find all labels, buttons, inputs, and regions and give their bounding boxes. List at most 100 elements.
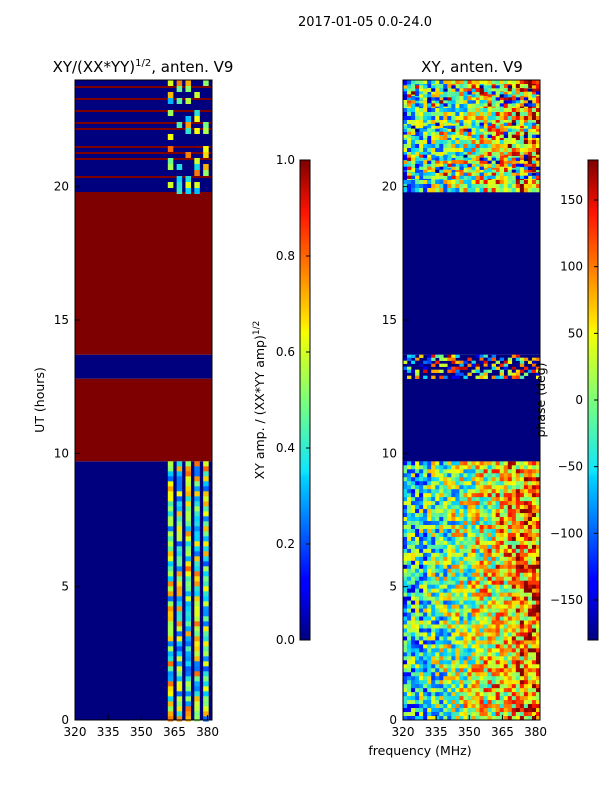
heatmap-cell <box>419 540 424 546</box>
heatmap-cell <box>535 572 541 578</box>
heatmap-cell <box>467 108 472 113</box>
heatmap-cell <box>427 481 432 486</box>
heatmap-cell <box>431 116 436 121</box>
heatmap-cell <box>411 160 416 164</box>
heatmap-cell <box>203 122 209 128</box>
heatmap-cell <box>495 497 501 502</box>
heatmap-cell <box>176 501 183 507</box>
heatmap-cell <box>439 521 444 526</box>
heatmap-cell <box>499 96 505 101</box>
heatmap-cell <box>431 80 436 85</box>
heatmap-cell <box>483 560 488 566</box>
heatmap-cell <box>467 501 472 506</box>
heatmap-cell <box>451 592 456 597</box>
heatmap-cell <box>415 465 420 470</box>
heatmap-cell <box>185 621 192 627</box>
heatmap-cell <box>531 672 537 677</box>
colorbar-tick-label: −150 <box>550 593 583 607</box>
heatmap-cell <box>491 596 496 601</box>
heatmap-cell <box>471 100 476 104</box>
heatmap-cell <box>479 172 484 176</box>
heatmap-cell <box>447 465 452 470</box>
heatmap-cell <box>515 632 521 637</box>
heatmap-cell <box>531 521 537 526</box>
heatmap-cell <box>479 644 484 649</box>
heatmap-cell <box>483 136 488 141</box>
heatmap-cell <box>443 608 448 613</box>
colorbar-tick-label: −100 <box>550 526 583 540</box>
heatmap-cell <box>479 477 484 482</box>
heatmap-cell <box>176 591 183 597</box>
heatmap-cell <box>415 704 420 709</box>
heatmap-cell <box>431 680 436 685</box>
heatmap-cell <box>507 528 513 534</box>
heatmap-cell <box>447 97 452 101</box>
heatmap-cell <box>503 96 509 101</box>
heatmap-cell <box>407 532 412 538</box>
heatmap-cell <box>535 532 541 538</box>
heatmap-cell <box>423 184 428 189</box>
heatmap-cell <box>519 620 525 625</box>
heatmap-cell <box>503 588 509 593</box>
heatmap-cell <box>403 112 408 117</box>
heatmap-cell <box>451 172 456 177</box>
heatmap-cell <box>439 632 444 637</box>
heatmap-cell <box>439 465 444 470</box>
heatmap-cell <box>463 680 468 685</box>
heatmap-cell <box>507 372 513 376</box>
heatmap-cell <box>403 648 408 653</box>
heatmap-cell <box>455 676 460 681</box>
heatmap-cell <box>419 572 424 578</box>
heatmap-cell <box>499 180 505 185</box>
heatmap-cell <box>503 104 509 109</box>
heatmap-cell <box>503 140 509 145</box>
heatmap-cell <box>483 704 488 709</box>
heatmap-cell <box>487 172 492 176</box>
heatmap-cell <box>475 80 480 85</box>
heatmap-cell <box>403 184 408 189</box>
heatmap-cell <box>511 624 517 629</box>
heatmap-cell <box>455 552 460 558</box>
heatmap-cell <box>443 564 448 570</box>
heatmap-cell <box>515 556 521 562</box>
heatmap-cell <box>427 596 432 601</box>
heatmap-cell <box>427 700 432 705</box>
heatmap-cell <box>499 612 505 617</box>
heatmap-cell <box>415 664 420 669</box>
heatmap-cell <box>491 164 496 169</box>
heatmap-cell <box>443 180 448 185</box>
heatmap-cell <box>527 608 533 613</box>
heatmap-cell <box>487 656 492 661</box>
heatmap-cell <box>519 375 525 379</box>
heatmap-cell <box>523 536 529 542</box>
heatmap-cell <box>499 513 505 518</box>
heatmap-cell <box>423 88 428 93</box>
heatmap-cell <box>487 576 492 582</box>
heatmap-cell <box>419 700 424 705</box>
heatmap-cell <box>475 144 480 149</box>
heatmap-cell <box>471 628 476 633</box>
heatmap-cell <box>535 604 541 609</box>
heatmap-cell <box>467 704 472 709</box>
heatmap-cell <box>463 184 468 189</box>
heatmap-cell <box>491 180 496 185</box>
heatmap-cell <box>531 688 537 693</box>
heatmap-cell <box>427 548 432 554</box>
heatmap-cell <box>455 584 460 589</box>
heatmap-cell <box>176 466 183 472</box>
heatmap-cell <box>487 652 492 657</box>
heatmap-cell <box>483 465 488 470</box>
heatmap-cell <box>443 600 448 605</box>
heatmap-cell <box>475 481 480 486</box>
heatmap-cell <box>194 706 200 712</box>
heatmap-cell <box>519 652 525 657</box>
heatmap-cell <box>447 584 452 589</box>
heatmap-cell <box>447 556 452 562</box>
heatmap-cell <box>527 525 533 530</box>
heatmap-cell <box>435 100 440 105</box>
heatmap-cell <box>507 100 513 104</box>
heatmap-cell <box>403 608 408 613</box>
heatmap-cell <box>455 672 460 677</box>
heatmap-cell <box>511 152 517 157</box>
heatmap-cell <box>447 485 452 490</box>
